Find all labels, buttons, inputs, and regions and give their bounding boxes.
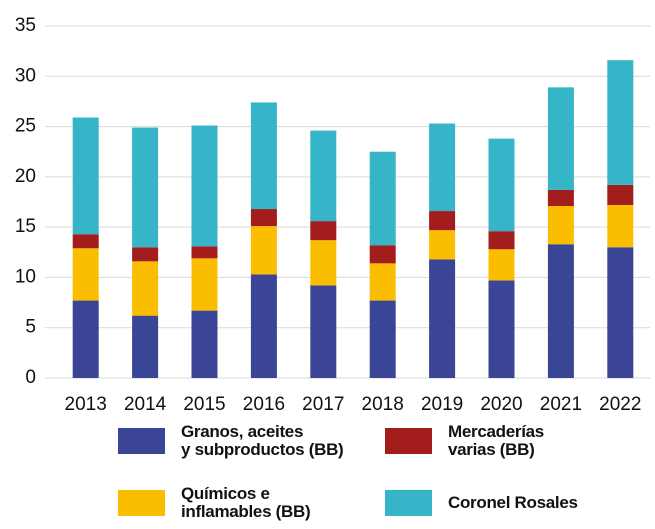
bar-segment: [310, 285, 337, 378]
bar-segment: [72, 300, 99, 378]
x-tick-label: 2014: [124, 394, 167, 415]
bar-segment: [191, 125, 218, 247]
bar-segment: [369, 263, 396, 301]
bar-segment: [429, 259, 456, 378]
bar-segment: [607, 205, 634, 248]
x-tick-label: 2017: [302, 394, 344, 415]
x-tick-label: 2022: [599, 394, 641, 415]
legend-swatch: [118, 428, 165, 454]
bar-segment: [369, 300, 396, 378]
bar-segment: [547, 87, 574, 190]
legend-label: Mercaderías varias (BB): [448, 422, 544, 459]
bar-segment: [72, 117, 99, 235]
legend-item: Granos, aceites y subproductos (BB): [118, 423, 344, 459]
x-tick-label: 2019: [421, 394, 463, 415]
bar-segment: [488, 138, 515, 232]
bar-segment: [369, 245, 396, 264]
legend-swatch: [385, 428, 432, 454]
x-tick-label: 2016: [243, 394, 285, 415]
bar-segment: [132, 127, 159, 248]
legend-item: Coronel Rosales: [385, 490, 578, 516]
legend-swatch: [118, 490, 165, 516]
bar-segment: [72, 234, 99, 249]
bar-segment: [369, 151, 396, 246]
legend-item: Mercaderías varias (BB): [385, 423, 544, 459]
x-tick-label: 2021: [540, 394, 582, 415]
y-tick-label: 30: [15, 65, 36, 86]
bar-segment: [250, 102, 277, 210]
y-tick-label: 0: [25, 367, 36, 388]
y-tick-label: 20: [15, 166, 36, 187]
x-tick-label: 2020: [480, 394, 522, 415]
bar-segment: [429, 230, 456, 260]
bar-segment: [191, 310, 218, 378]
legend-label: Coronel Rosales: [448, 493, 578, 512]
bar-segment: [607, 60, 634, 185]
y-tick-label: 25: [15, 116, 36, 137]
bar-segment: [310, 130, 337, 222]
x-tick-label: 2015: [183, 394, 225, 415]
x-tick-label: 2018: [362, 394, 404, 415]
bar-segment: [607, 184, 634, 206]
bar-segment: [488, 231, 515, 250]
legend-label: Químicos e inflamables (BB): [181, 484, 311, 521]
bar-segment: [132, 315, 159, 378]
y-tick-label: 5: [25, 317, 36, 338]
bar-segment: [132, 261, 159, 316]
bar-segment: [310, 221, 337, 241]
bar-segment: [250, 209, 277, 227]
bar-segment: [547, 189, 574, 207]
bar-segment: [250, 226, 277, 275]
legend-swatch: [385, 490, 432, 516]
bar-segment: [488, 249, 515, 281]
bar-segment: [547, 206, 574, 245]
y-tick-label: 10: [15, 266, 36, 287]
y-tick-label: 15: [15, 216, 36, 237]
bar-segment: [547, 244, 574, 378]
bar-segment: [250, 274, 277, 378]
bar-segment: [429, 211, 456, 231]
chart: 0 5 10 15 20 25 30 35 2013 2014 2015 2016 2017 2018 20…: [15, 15, 650, 415]
bar-segment: [488, 280, 515, 378]
bar-segment: [72, 248, 99, 301]
legend-label: Granos, aceites y subproductos (BB): [181, 422, 344, 459]
legend-item: Químicos e inflamables (BB): [118, 485, 311, 521]
bar-segment: [191, 258, 218, 311]
bar-segment: [607, 247, 634, 378]
bar-segment: [191, 246, 218, 259]
y-tick-label: 35: [15, 15, 36, 36]
bar-segment: [429, 123, 456, 212]
bar-segment: [310, 240, 337, 286]
bar-segment: [132, 247, 159, 262]
x-tick-label: 2013: [65, 394, 107, 415]
